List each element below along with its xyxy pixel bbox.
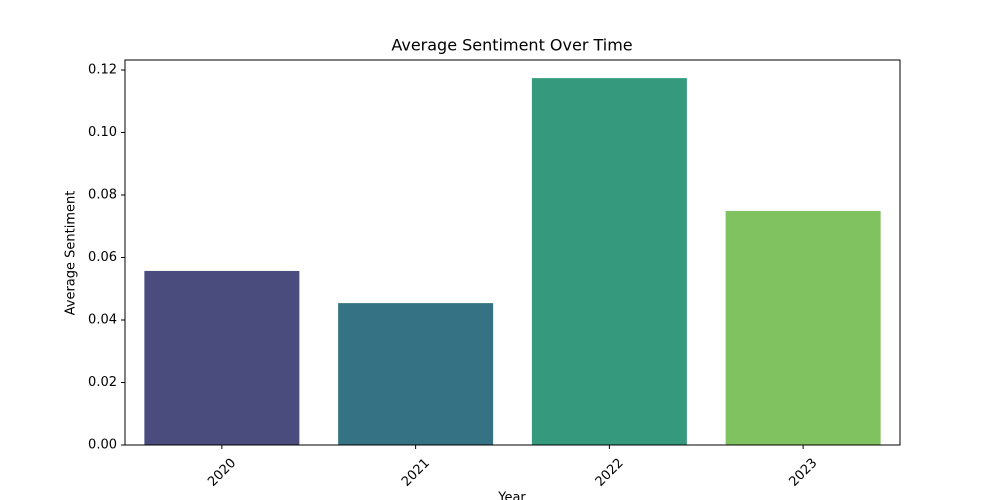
bar — [725, 210, 881, 445]
y-tick-label: 0.08 — [88, 188, 117, 203]
bar — [338, 303, 494, 445]
y-tick-label: 0.10 — [88, 125, 117, 140]
y-tick-label: 0.06 — [88, 250, 117, 265]
y-tick-label: 0.04 — [88, 313, 117, 328]
bar — [531, 78, 687, 445]
x-tick-label: 2021 — [399, 456, 433, 490]
y-tick-label: 0.02 — [88, 375, 117, 390]
y-tick-label: 0.00 — [88, 438, 117, 453]
x-tick-label: 2023 — [786, 456, 820, 490]
bar — [144, 270, 300, 445]
chart-title: Average Sentiment Over Time — [391, 36, 632, 55]
x-tick-label: 2020 — [205, 456, 239, 490]
x-tick-label: 2022 — [593, 456, 627, 490]
y-tick-label: 0.12 — [88, 63, 117, 78]
y-axis-label: Average Sentiment — [64, 191, 79, 316]
x-axis-label: Year — [497, 491, 526, 500]
plot-frame — [124, 59, 901, 446]
